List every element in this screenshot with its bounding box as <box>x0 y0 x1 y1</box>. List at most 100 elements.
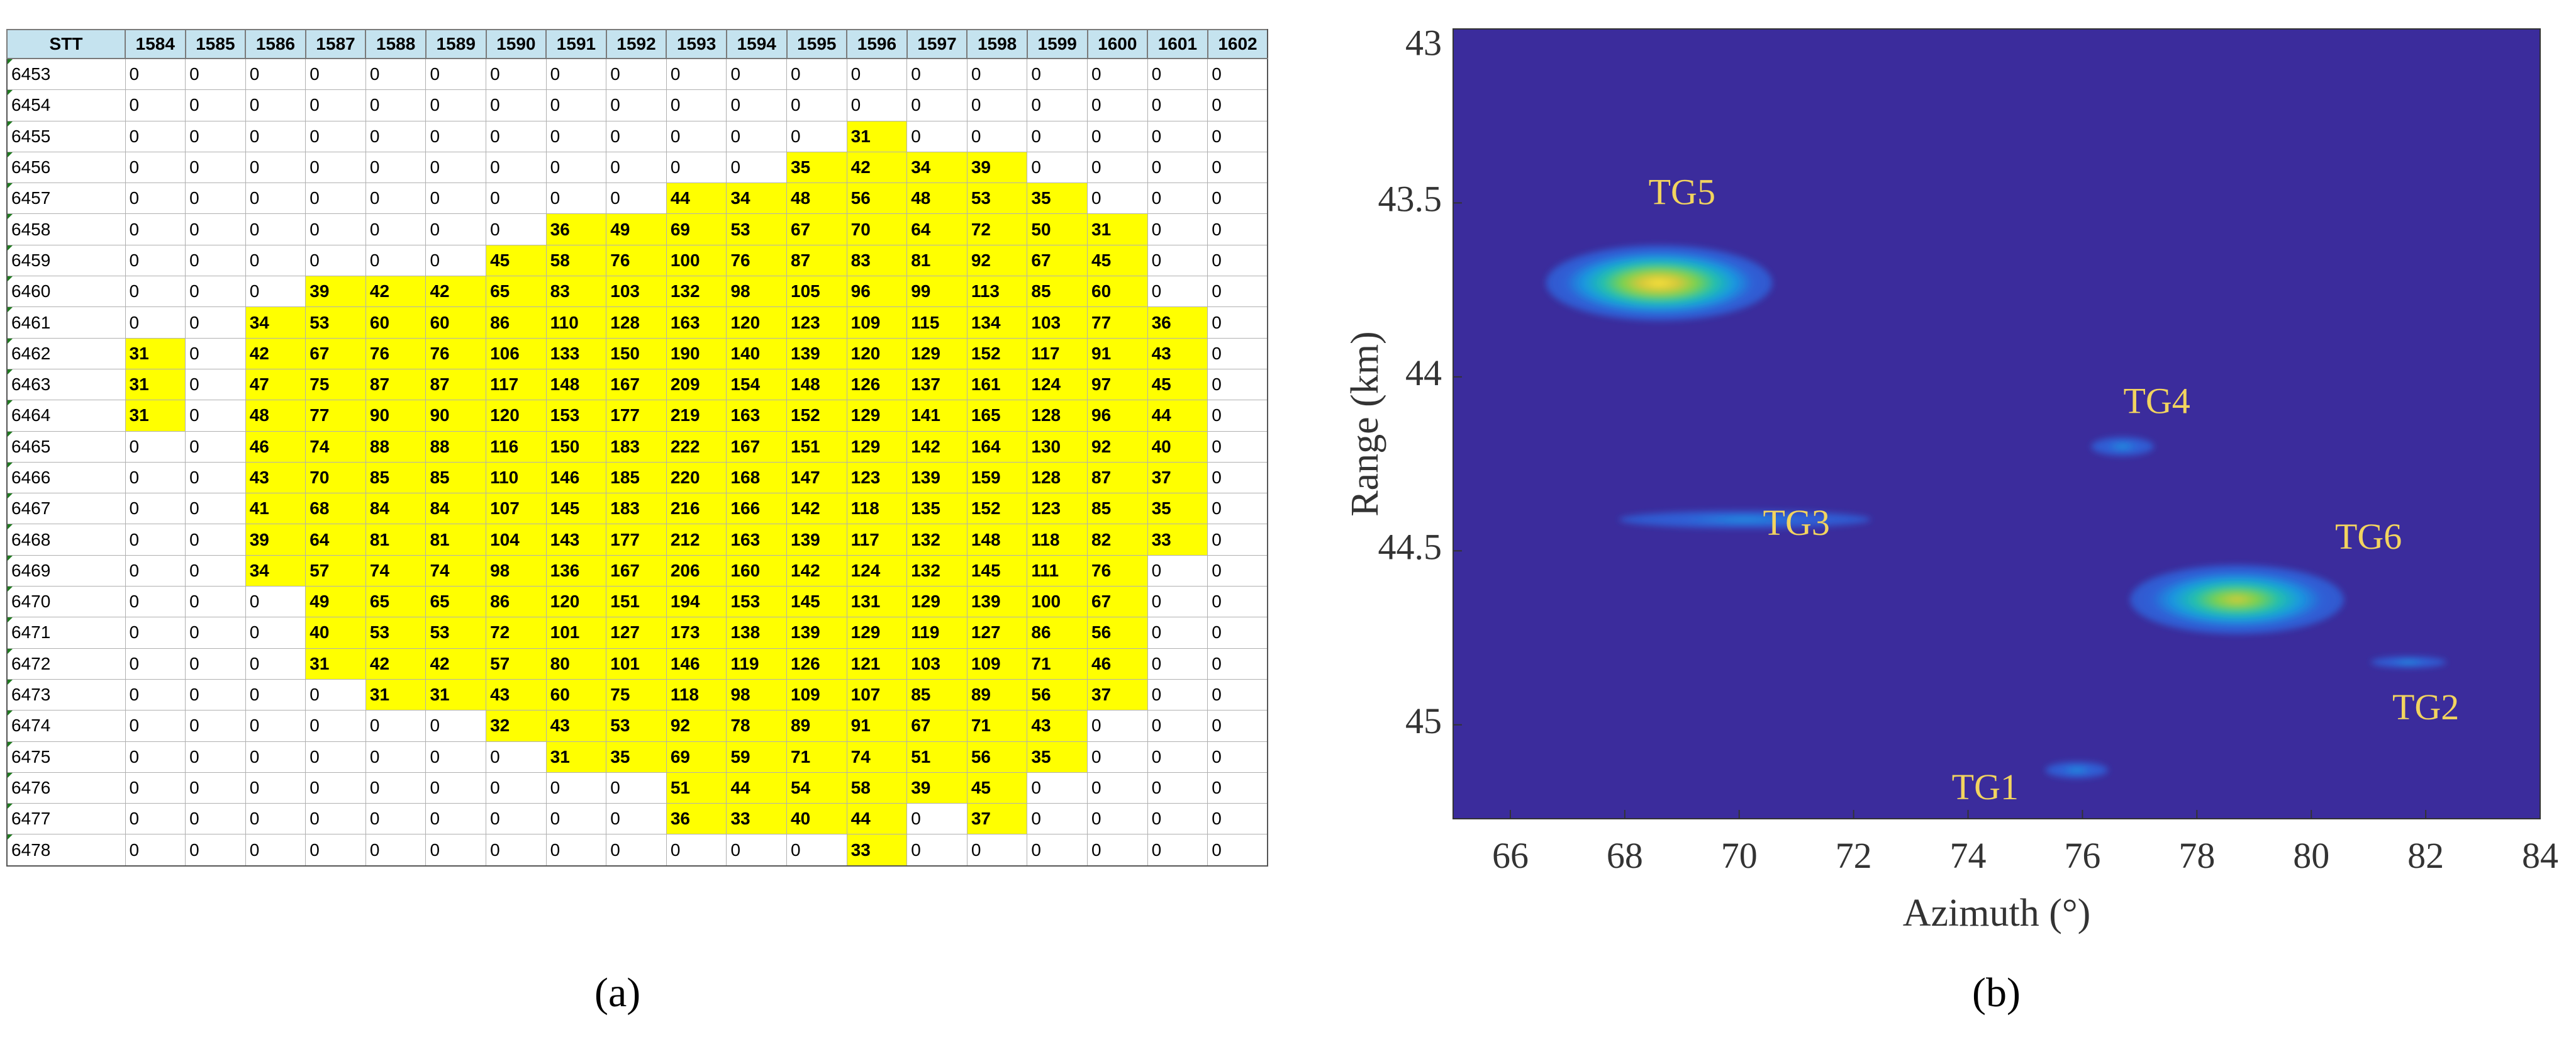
value-cell: 83 <box>545 276 607 308</box>
value-cell: 126 <box>846 368 908 401</box>
value-cell: 35 <box>1147 493 1208 525</box>
row-id-cell: 6477 <box>6 803 126 835</box>
value-cell: 36 <box>545 213 607 245</box>
table-row: 6478 0 0 0 0 0 0 0 0 0 0 0 0 33 0 0 0 0 0 0 <box>6 834 1269 867</box>
value-cell: 43 <box>545 710 607 742</box>
value-cell: 0 <box>125 648 186 680</box>
value-cell: 0 <box>125 617 186 649</box>
value-cell: 74 <box>846 741 908 773</box>
value-cell: 98 <box>726 678 788 711</box>
value-cell: 48 <box>906 183 967 215</box>
table-row: 6474 0 0 0 0 0 0 32 43 53 92 78 89 91 67 71 43 0 0 0 <box>6 710 1269 742</box>
value-cell: 0 <box>305 58 366 91</box>
table-row: 6464 31 0 48 77 90 90 120 153 177 219 163 152 129 141 1… <box>6 400 1269 432</box>
value-cell: 0 <box>486 772 547 804</box>
value-cell: 0 <box>305 151 366 184</box>
value-cell: 0 <box>185 276 246 308</box>
value-cell: 88 <box>365 430 427 463</box>
value-cell: 0 <box>245 772 306 804</box>
value-cell: 145 <box>966 554 1028 587</box>
value-cell: 0 <box>1147 678 1208 711</box>
row-id-cell: 6457 <box>6 183 126 215</box>
plot-frame <box>1452 28 2541 819</box>
value-cell: 0 <box>305 120 366 152</box>
value-cell: 84 <box>365 493 427 525</box>
value-cell: 83 <box>846 244 908 277</box>
value-cell: 0 <box>245 120 306 152</box>
value-cell: 0 <box>1147 276 1208 308</box>
value-cell: 118 <box>1027 524 1088 556</box>
value-cell: 129 <box>846 430 908 463</box>
value-cell: 70 <box>305 461 366 494</box>
header-col: 1594 <box>725 29 788 59</box>
value-cell: 129 <box>906 586 967 618</box>
value-cell: 43 <box>245 461 306 494</box>
value-cell: 0 <box>1147 89 1208 121</box>
value-cell: 0 <box>185 648 246 680</box>
value-cell: 31 <box>125 337 186 369</box>
value-cell: 138 <box>726 617 788 649</box>
value-cell: 72 <box>966 213 1028 245</box>
value-cell: 60 <box>1087 276 1148 308</box>
value-cell: 0 <box>245 151 306 184</box>
value-cell: 42 <box>425 648 487 680</box>
value-cell: 0 <box>1207 276 1269 308</box>
value-cell: 0 <box>245 834 306 867</box>
value-cell: 101 <box>545 617 607 649</box>
value-cell: 31 <box>365 678 427 711</box>
row-id-cell: 6456 <box>6 151 126 184</box>
value-cell: 41 <box>245 493 306 525</box>
panel-a-table: STT 1584 1585 1586 1587 1588 1589 1590 1591 1592 1… <box>0 29 1269 885</box>
value-cell: 177 <box>606 400 667 432</box>
value-cell: 153 <box>726 586 788 618</box>
value-cell: 105 <box>786 276 847 308</box>
target-label-tg6: TG6 <box>2335 516 2402 557</box>
value-cell: 0 <box>486 58 547 91</box>
value-cell: 42 <box>425 276 487 308</box>
x-axis-ticks: 66 68 70 72 74 76 78 80 82 84 <box>1492 810 2558 876</box>
value-cell: 64 <box>906 213 967 245</box>
header-col: 1585 <box>184 29 247 59</box>
value-cell: 143 <box>545 524 607 556</box>
value-cell: 134 <box>966 306 1028 339</box>
value-cell: 0 <box>1207 400 1269 432</box>
value-cell: 0 <box>1207 461 1269 494</box>
value-cell: 104 <box>486 524 547 556</box>
table-row: 6457 0 0 0 0 0 0 0 0 0 44 34 48 56 48 53 35 0 0 0 <box>6 183 1269 215</box>
value-cell: 33 <box>726 803 788 835</box>
value-cell: 0 <box>486 213 547 245</box>
value-cell: 0 <box>125 803 186 835</box>
value-cell: 91 <box>1087 337 1148 369</box>
row-id-cell: 6459 <box>6 244 126 277</box>
value-cell: 0 <box>425 741 487 773</box>
value-cell: 139 <box>966 586 1028 618</box>
value-cell: 0 <box>1087 183 1148 215</box>
caption-a: (a) <box>594 970 641 1016</box>
value-cell: 56 <box>846 183 908 215</box>
value-cell: 117 <box>1027 337 1088 369</box>
value-cell: 0 <box>245 276 306 308</box>
table-row: 6463 31 0 47 75 87 87 117 148 167 209 154 148 126 137 1… <box>6 368 1269 401</box>
x-tick-label: 70 <box>1721 835 1758 876</box>
value-cell: 0 <box>1087 58 1148 91</box>
value-cell: 183 <box>606 493 667 525</box>
value-cell: 39 <box>906 772 967 804</box>
value-cell: 0 <box>245 244 306 277</box>
value-cell: 216 <box>666 493 727 525</box>
table-header-row: STT 1584 1585 1586 1587 1588 1589 1590 1591 1592 1… <box>6 29 1269 59</box>
value-cell: 145 <box>545 493 607 525</box>
value-cell: 0 <box>1027 772 1088 804</box>
value-cell: 49 <box>606 213 667 245</box>
y-axis-ticks: 43 43.5 44 44.5 45 <box>1378 23 1462 741</box>
value-cell: 0 <box>1207 368 1269 401</box>
value-cell: 0 <box>966 120 1028 152</box>
value-cell: 0 <box>305 741 366 773</box>
value-cell: 0 <box>425 834 487 867</box>
value-cell: 35 <box>606 741 667 773</box>
value-cell: 0 <box>1207 306 1269 339</box>
value-cell: 0 <box>245 586 306 618</box>
value-cell: 37 <box>966 803 1028 835</box>
value-cell: 86 <box>1027 617 1088 649</box>
row-id-cell: 6468 <box>6 524 126 556</box>
value-cell: 92 <box>666 710 727 742</box>
